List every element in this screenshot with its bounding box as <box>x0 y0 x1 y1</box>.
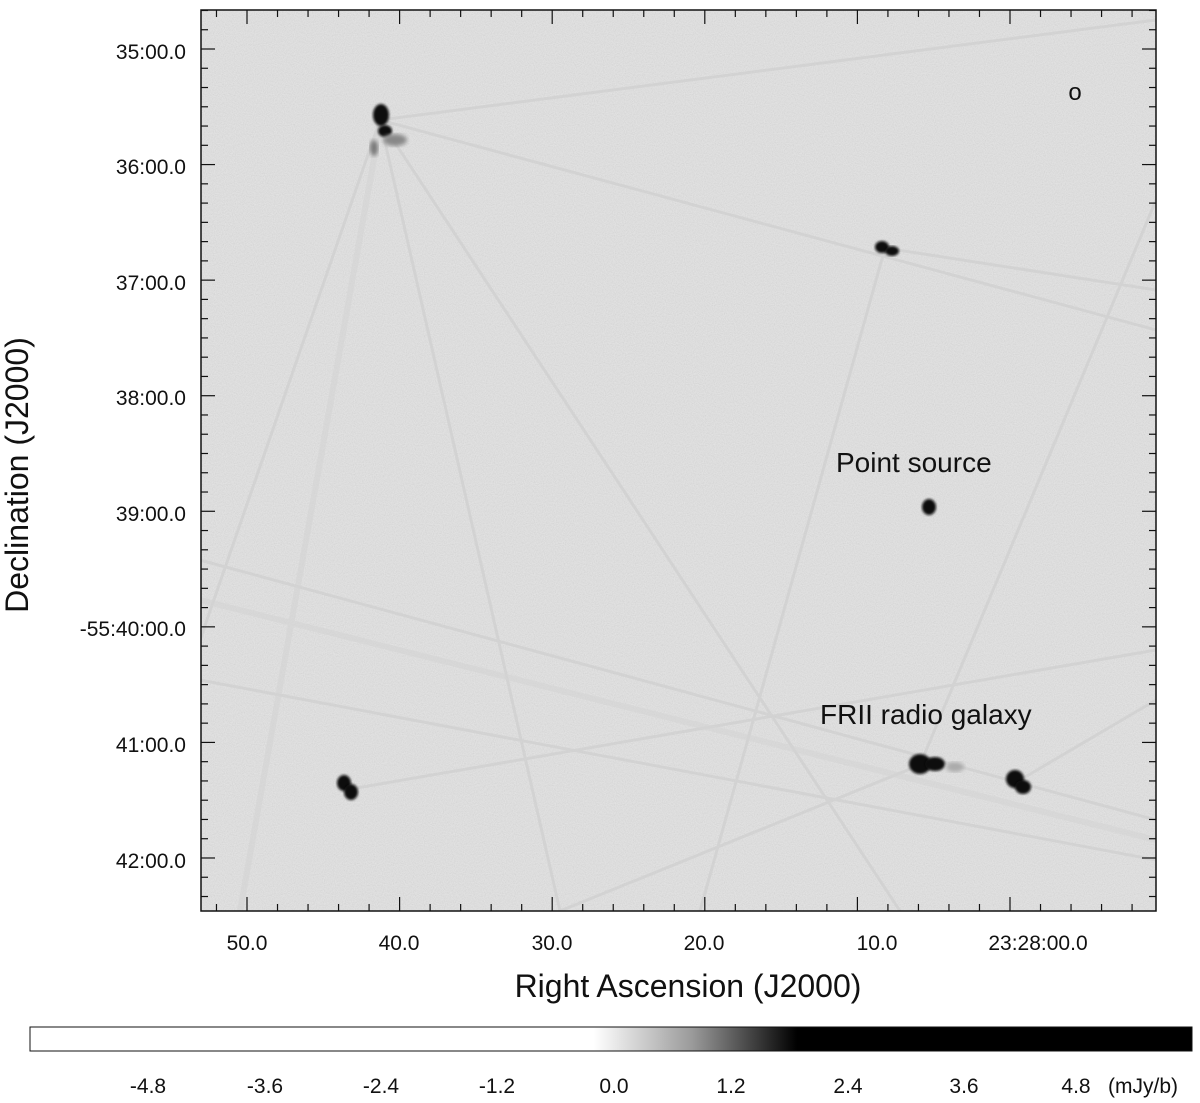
x-tick-label: 40.0 <box>379 932 420 955</box>
colorbar: -4.8 -3.6 -2.4 -1.2 0.0 1.2 2.4 3.6 4.8 … <box>29 1026 1193 1098</box>
colorbar-tick-label: 1.2 <box>716 1075 745 1098</box>
colorbar-tick-label: -4.8 <box>130 1075 166 1098</box>
x-axis-title: Right Ascension (J2000) <box>515 968 862 1004</box>
y-tick-label: 35:00.0 <box>116 41 186 64</box>
beam-marker: o <box>1068 79 1081 106</box>
radio-map: o Point source FRII radio galaxy <box>200 9 1157 912</box>
x-tick-labels: 50.0 40.0 30.0 20.0 10.0 23:28:00.0 <box>227 932 1088 955</box>
y-tick-label: 36:00.0 <box>116 156 186 179</box>
colorbar-tick-label: 0.0 <box>599 1075 628 1098</box>
source-top-left <box>370 104 407 156</box>
colorbar-tick-label: -2.4 <box>363 1075 400 1098</box>
colorbar-unit: (mJy/b) <box>1108 1075 1178 1098</box>
x-tick-label: 10.0 <box>857 932 898 955</box>
x-tick-label: 50.0 <box>227 932 268 955</box>
colorbar-gradient <box>29 1026 1193 1052</box>
sidelobe-streaks <box>201 18 1156 911</box>
y-tick-label: 37:00.0 <box>116 272 186 295</box>
point-source-label: Point source <box>836 447 992 478</box>
y-tick-label: 41:00.0 <box>116 734 186 757</box>
y-tick-labels: 35:00.0 36:00.0 37:00.0 38:00.0 39:00.0 … <box>80 41 186 873</box>
x-tick-label: 20.0 <box>684 932 725 955</box>
colorbar-tick-label: 3.6 <box>949 1075 978 1098</box>
x-tick-label: 23:28:00.0 <box>988 932 1087 955</box>
y-tick-label: 42:00.0 <box>116 850 186 873</box>
source-upper-right <box>875 241 899 256</box>
colorbar-tick-label: -1.2 <box>479 1075 515 1098</box>
map-frame <box>200 9 1157 912</box>
y-tick-label: -55:40:00.0 <box>80 618 186 641</box>
colorbar-tick-label: -3.6 <box>247 1075 283 1098</box>
point-source <box>922 499 936 515</box>
y-axis-title: Declination (J2000) <box>0 337 35 613</box>
x-tick-label: 30.0 <box>532 932 573 955</box>
frii-label: FRII radio galaxy <box>820 699 1032 730</box>
source-bottom-left <box>337 775 358 800</box>
map-noise-texture <box>201 10 1156 911</box>
frii-radio-galaxy <box>909 754 1031 794</box>
y-tick-label: 39:00.0 <box>116 503 186 526</box>
colorbar-tick-label: 2.4 <box>833 1075 863 1098</box>
axis-ticks <box>201 9 1156 911</box>
y-tick-label: 38:00.0 <box>116 387 186 410</box>
colorbar-tick-label: 4.8 <box>1061 1075 1090 1098</box>
